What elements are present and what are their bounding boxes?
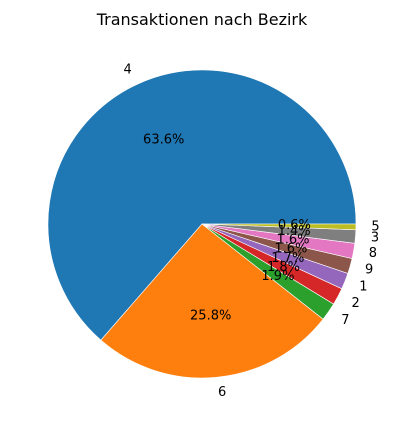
percent-label-9: 1.6%: [274, 242, 307, 257]
category-label-8: 8: [369, 246, 377, 261]
percent-label-2: 1.8%: [267, 260, 300, 275]
pie-slice-6: [100, 223, 324, 379]
category-label-6: 6: [218, 385, 226, 400]
pie-slice-5: [201, 223, 357, 231]
category-label-7: 7: [341, 313, 349, 328]
chart-title: Transaktionen nach Bezirk: [96, 10, 308, 29]
category-label-2: 2: [351, 296, 359, 311]
percent-label-8: 1.6%: [276, 233, 309, 248]
percent-label-5: 0.6%: [278, 218, 311, 233]
percent-label-6: 25.8%: [190, 308, 231, 323]
category-label-1: 1: [359, 279, 367, 294]
category-label-4: 4: [124, 62, 132, 77]
pie-labels: 4 63.6% 6 25.8% 7 1.9% 2 1.8% 1 1.7% 9 1.6% 8 1.6% 3 1.…: [124, 62, 380, 400]
percent-label-7: 1.9%: [261, 269, 294, 284]
pie-slice-4: [47, 69, 357, 341]
percent-label-3: 1.4%: [278, 224, 311, 239]
percent-label-4: 63.6%: [143, 132, 184, 147]
category-label-5: 5: [371, 220, 379, 235]
pie-slices: [47, 69, 357, 379]
category-label-3: 3: [371, 230, 379, 245]
category-label-9: 9: [365, 263, 373, 278]
percent-label-1: 1.7%: [271, 251, 304, 266]
